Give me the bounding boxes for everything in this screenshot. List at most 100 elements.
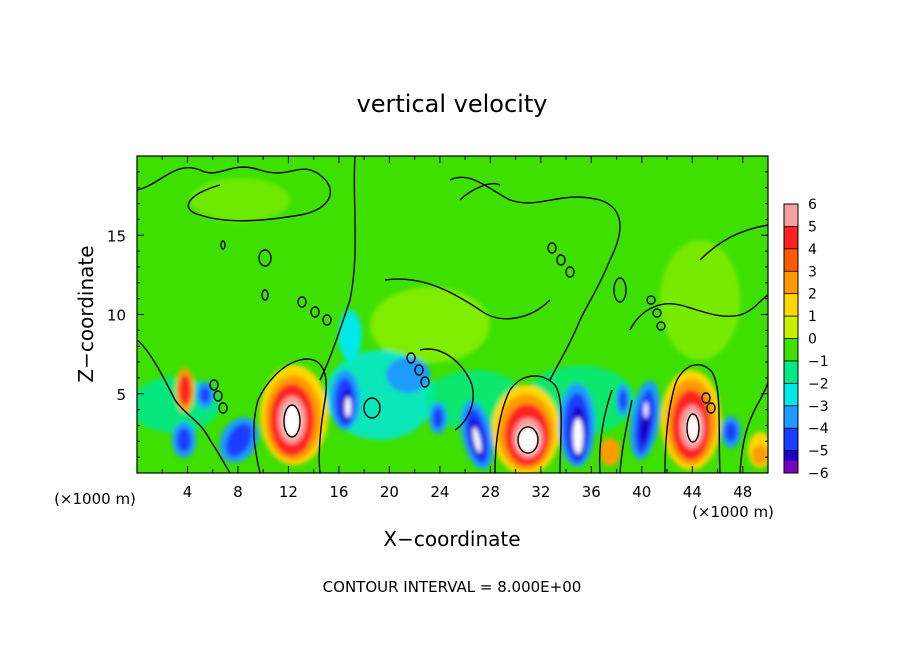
colorbar-swatch (784, 271, 798, 294)
colorbar-label: −4 (808, 421, 829, 437)
x-axis-label: X−coordinate (383, 527, 520, 551)
contour-line (613, 277, 627, 303)
x-tick-label: 16 (329, 483, 348, 501)
y-tick-label: 5 (116, 386, 126, 404)
colorbar-swatch (784, 405, 798, 429)
x-unit-right: (×1000 m) (692, 503, 774, 521)
x-tick-label: 36 (582, 483, 601, 501)
y-tick-label: 10 (107, 307, 126, 325)
contour-line (449, 176, 621, 381)
colorbar-swatch (784, 428, 798, 451)
contour-line (213, 390, 223, 402)
downdraft-core (330, 370, 360, 430)
x-tick-label: 32 (531, 483, 550, 501)
x-tick-label: 40 (632, 483, 651, 501)
colorbar-label: 1 (808, 309, 817, 325)
contour-interval-note: CONTOUR INTERVAL = 8.000E+00 (323, 578, 582, 596)
contour-line (319, 156, 356, 381)
updraft-core (176, 368, 194, 412)
weak-positive-area (660, 240, 740, 360)
x-unit-left: (×1000 m) (54, 490, 136, 508)
contour-line (656, 321, 666, 331)
y-axis: 5 10 15 (107, 171, 768, 458)
contour-line (547, 242, 557, 254)
colorbar-label: −1 (808, 354, 829, 370)
updraft-core (260, 365, 328, 465)
colorbar-swatch (784, 360, 798, 384)
contour-line (363, 397, 381, 419)
weak-negative-area (338, 310, 362, 360)
contour-line (646, 295, 656, 305)
downdraft-core (721, 416, 741, 448)
contour-line (209, 379, 219, 391)
weak-negative-area (386, 357, 430, 393)
contour-lines (137, 156, 768, 473)
contour-line (384, 278, 551, 320)
y-tick-label: 15 (107, 227, 126, 245)
downdraft-core (196, 381, 214, 409)
colorbar-label: 4 (808, 242, 817, 258)
updraft-core (661, 370, 721, 470)
contour-line (283, 404, 301, 438)
contour-line (258, 249, 272, 267)
colorbar-swatch (784, 316, 798, 339)
contour-line (706, 402, 716, 414)
colorbar-label: −6 (808, 466, 829, 482)
contour-line (664, 363, 721, 473)
x-tick-label: 44 (683, 483, 702, 501)
contour-line (261, 289, 269, 301)
colorbar-swatch (784, 293, 798, 317)
x-tick-label: 24 (430, 483, 449, 501)
contour-line (297, 296, 307, 308)
colorbar-swatch (784, 383, 798, 406)
y-axis-label: Z−coordinate (74, 245, 98, 382)
contour-line (220, 240, 226, 250)
contour-line (218, 402, 228, 414)
downdraft-core (616, 384, 630, 416)
contour-line (652, 308, 662, 318)
contour-line (419, 348, 474, 431)
colorbar-swatch (784, 226, 798, 249)
colorbar-label: 5 (808, 219, 817, 235)
contour-line (420, 376, 430, 388)
downdraft-core (429, 402, 447, 434)
contour-line (137, 166, 332, 222)
contour-line (699, 224, 768, 261)
downdraft-core (172, 422, 196, 458)
chart-title: vertical velocity (357, 90, 548, 118)
contour-line (494, 375, 562, 473)
contour-line (310, 306, 320, 318)
colorbar-swatch (784, 460, 798, 473)
colorbar: 6 5 4 3 2 1 0 −1 −2 −3 −4 −5 −6 (783, 197, 829, 482)
colorbar-label: −2 (808, 376, 829, 392)
contour-line (556, 254, 566, 266)
downdraft-core (559, 383, 595, 467)
colorbar-label: −5 (808, 444, 829, 460)
x-tick-label: 4 (183, 483, 193, 501)
contour-line (253, 358, 327, 473)
colorbar-swatch (784, 338, 798, 361)
x-tick-label: 28 (481, 483, 500, 501)
weak-positive-area (190, 178, 290, 222)
contour-line (459, 183, 501, 201)
colorbar-swatch (784, 248, 798, 272)
contour-line (414, 364, 424, 376)
contour-line (322, 314, 332, 326)
colorbar-label: 6 (808, 197, 817, 213)
colorbar-swatch (784, 204, 798, 227)
downdraft-core (460, 400, 494, 470)
contour-line (598, 389, 613, 473)
updraft-core (492, 385, 560, 473)
x-tick-label: 12 (279, 483, 298, 501)
contour-line (565, 266, 575, 278)
contour-line (701, 392, 711, 404)
plot-field (137, 156, 768, 473)
x-tick-label: 48 (733, 483, 752, 501)
contour-line (137, 339, 231, 473)
x-axis: 4 8 12 16 20 24 28 32 36 40 44 48 (161, 156, 752, 501)
x-tick-label: 8 (233, 483, 243, 501)
weak-positive-area (370, 287, 490, 363)
contour-line (686, 413, 700, 443)
